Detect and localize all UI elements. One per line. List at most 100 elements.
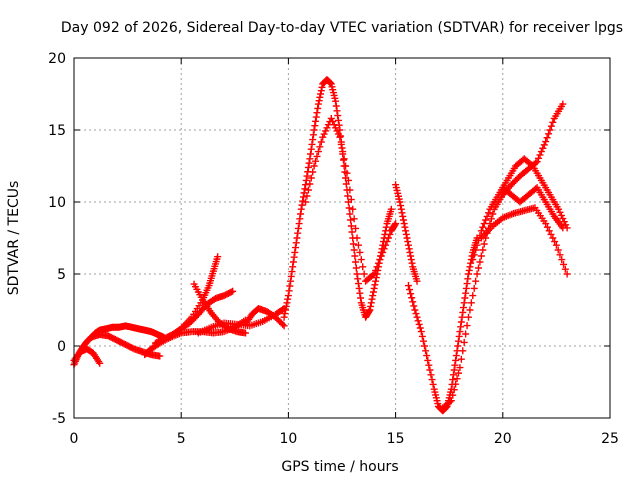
data-point xyxy=(373,263,381,271)
data-point xyxy=(480,220,488,228)
data-point xyxy=(450,366,458,374)
data-point xyxy=(533,158,541,166)
data-point xyxy=(336,133,344,141)
data-point xyxy=(369,288,377,296)
data-point xyxy=(242,329,250,337)
data-point xyxy=(307,150,315,158)
data-point xyxy=(462,284,470,292)
data-point xyxy=(485,209,493,217)
data-point xyxy=(367,302,375,310)
data-point xyxy=(422,347,430,355)
data-point xyxy=(304,186,312,194)
data-point xyxy=(96,359,104,367)
data-point xyxy=(407,290,415,298)
data-point xyxy=(156,352,164,360)
data-point xyxy=(227,288,235,296)
data-point xyxy=(451,361,459,369)
data-point xyxy=(417,328,425,336)
data-point xyxy=(290,253,298,261)
data-point xyxy=(419,337,427,345)
data-point xyxy=(404,241,412,249)
data-point xyxy=(449,376,457,384)
data-point xyxy=(449,391,457,399)
data-point xyxy=(374,259,382,267)
data-point xyxy=(483,212,491,220)
data-point xyxy=(312,113,320,121)
data-point xyxy=(332,97,340,105)
data-point xyxy=(463,322,471,330)
data-point xyxy=(284,295,292,303)
data-point xyxy=(286,282,294,290)
data-point xyxy=(428,376,436,384)
data-point xyxy=(317,90,325,98)
data-point xyxy=(347,196,355,204)
data-point xyxy=(287,277,295,285)
data-point xyxy=(353,270,361,278)
data-point xyxy=(455,332,463,340)
data-point xyxy=(408,294,416,302)
data-point xyxy=(299,193,307,201)
data-point xyxy=(461,294,469,302)
x-tick-label: 5 xyxy=(177,431,186,447)
data-point xyxy=(350,215,358,223)
data-point xyxy=(317,87,325,95)
data-point xyxy=(294,229,302,237)
data-point xyxy=(345,204,353,212)
data-point xyxy=(462,289,470,297)
data-point xyxy=(547,230,555,238)
data-point xyxy=(556,208,564,216)
data-point xyxy=(392,220,400,228)
data-point xyxy=(404,238,412,246)
data-point xyxy=(376,256,384,264)
data-point xyxy=(406,248,414,256)
data-point xyxy=(556,251,564,259)
data-point xyxy=(414,317,422,325)
data-point xyxy=(344,192,352,200)
data-point xyxy=(398,209,406,217)
data-point xyxy=(415,320,423,328)
data-point xyxy=(459,304,467,312)
data-point xyxy=(306,180,314,188)
data-point xyxy=(421,342,429,350)
data-point xyxy=(549,234,557,242)
data-point xyxy=(292,244,300,252)
data-point xyxy=(457,355,465,363)
data-point xyxy=(289,263,297,271)
data-point xyxy=(406,286,414,294)
data-point xyxy=(449,371,457,379)
data-point xyxy=(346,210,354,218)
data-point xyxy=(353,234,361,242)
data-point xyxy=(465,266,473,274)
data-point xyxy=(303,192,311,200)
x-tick-label: 25 xyxy=(601,431,619,447)
data-point xyxy=(409,298,417,306)
data-point xyxy=(350,246,358,254)
data-point xyxy=(547,122,555,130)
data-point xyxy=(316,143,324,151)
data-point xyxy=(413,313,421,321)
data-point xyxy=(352,264,360,272)
data-point xyxy=(371,281,379,289)
data-point xyxy=(332,124,340,132)
data-point xyxy=(349,240,357,248)
data-point xyxy=(463,280,471,288)
data-point xyxy=(313,152,321,160)
data-point xyxy=(536,151,544,159)
data-point xyxy=(469,256,477,264)
data-point xyxy=(472,277,480,285)
data-point xyxy=(349,205,357,213)
data-point xyxy=(561,265,569,273)
data-point xyxy=(427,371,435,379)
data-point xyxy=(452,352,460,360)
data-point xyxy=(308,140,316,148)
data-point xyxy=(346,186,354,194)
series-arc17 xyxy=(499,184,567,232)
data-point xyxy=(535,154,543,162)
data-point xyxy=(456,328,464,336)
data-point xyxy=(470,251,478,259)
data-point xyxy=(296,215,304,223)
data-point xyxy=(452,356,460,364)
data-point xyxy=(399,212,407,220)
data-point xyxy=(293,234,301,242)
data-point xyxy=(559,100,567,108)
